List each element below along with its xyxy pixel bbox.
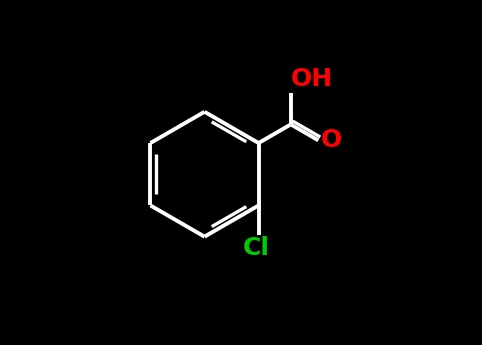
Text: Cl: Cl (242, 236, 269, 260)
Text: O: O (321, 128, 342, 152)
Text: OH: OH (291, 67, 333, 91)
